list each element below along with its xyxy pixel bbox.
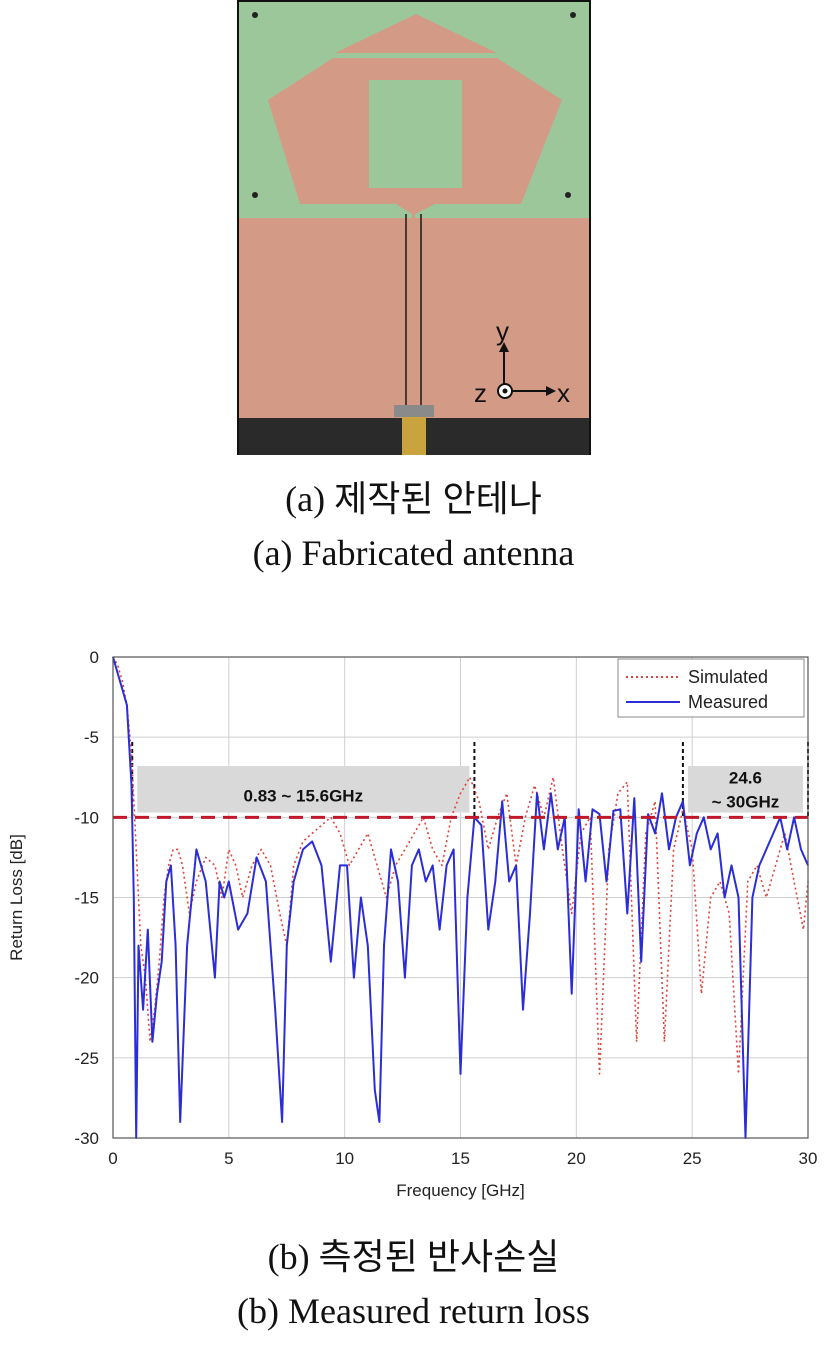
plot-frame: [112, 656, 809, 1139]
axis-x-label: x: [557, 378, 570, 408]
band-box-1: [137, 766, 470, 813]
y-tick-label: -30: [74, 1129, 99, 1148]
mount-hole: [570, 12, 576, 18]
x-axis-title: Frequency [GHz]: [396, 1181, 525, 1200]
axis-z-label: z: [474, 378, 487, 408]
x-tick-label: 25: [683, 1149, 702, 1168]
legend-box: [617, 658, 805, 718]
x-tick-label: 20: [567, 1149, 586, 1168]
y-axis-title: Return Loss [dB]: [7, 834, 26, 961]
y-tick-label: -5: [84, 728, 99, 747]
x-tick-label: 15: [451, 1149, 470, 1168]
x-tick-label: 30: [799, 1149, 818, 1168]
caption-b-english: (b) Measured return loss: [237, 1291, 590, 1331]
caption-a-english: (a) Fabricated antenna: [252, 533, 575, 573]
legend-label-simulated: Simulated: [688, 667, 768, 687]
patch-top-triangle: [335, 14, 497, 53]
antenna-photo: y z x: [237, 0, 591, 455]
y-tick-label: -25: [74, 1049, 99, 1068]
legend-label-measured: Measured: [688, 692, 768, 712]
chart-axes: 0 5 10 15 20 25 30 0 -5 -10 -15 -20 -25 -30: [74, 648, 817, 1168]
band-label-2b: ~ 30GHz: [712, 793, 780, 812]
series-line-measured: [112, 656, 809, 1139]
mount-hole: [252, 12, 258, 18]
mount-hole: [252, 192, 258, 198]
band-annotations: 0.83 ~ 15.6GHz 24.6 ~ 30GHz: [131, 741, 809, 818]
connector-nut: [394, 405, 434, 417]
sma-connector: [402, 417, 426, 455]
band-label-1: 0.83 ~ 15.6GHz: [244, 786, 364, 805]
y-tick-label: 0: [90, 648, 99, 667]
y-tick-label: -10: [74, 808, 99, 827]
y-tick-label: -15: [74, 889, 99, 908]
chart-series: [112, 656, 809, 1139]
caption-b-korean: (b) 측정된 반사손실: [267, 1237, 560, 1277]
coordinate-axes: y z x: [474, 316, 570, 408]
y-tick-label: -20: [74, 969, 99, 988]
x-tick-label: 5: [224, 1149, 233, 1168]
series-line-simulated: [112, 656, 809, 1075]
x-tick-label: 0: [108, 1149, 117, 1168]
x-tick-label: 10: [335, 1149, 354, 1168]
band-box-2: [687, 766, 803, 813]
band-label-2a: 24.6: [729, 769, 762, 788]
caption-a-korean: (a) 제작된 안테나: [285, 479, 542, 519]
chart-legend: Simulated Measured: [617, 658, 805, 718]
mount-hole: [565, 192, 571, 198]
axis-y-label: y: [496, 316, 509, 346]
patch-slot: [369, 80, 462, 188]
